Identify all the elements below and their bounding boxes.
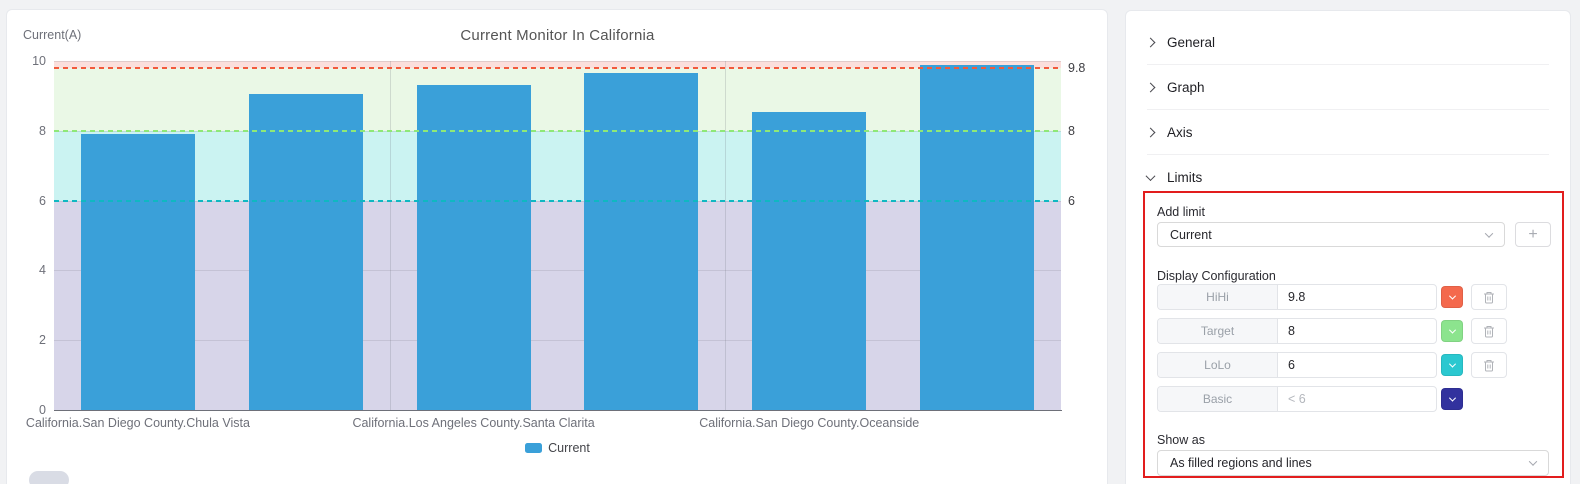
limit-value-readonly: < 6 [1288,392,1306,406]
y-tick-label: 0 [39,403,46,417]
color-swatch-button[interactable] [1441,388,1463,410]
chevron-right-icon [1145,82,1156,92]
section-general-label: General [1167,34,1216,50]
limit-select-value: Current [1170,227,1212,242]
chevron-down-icon [1448,394,1456,402]
color-swatch-button[interactable] [1441,354,1463,376]
x-axis-line [54,410,1062,411]
show-as-label: Show as [1157,433,1205,447]
chevron-right-icon [1145,37,1156,47]
delete-limit-button[interactable] [1471,284,1507,310]
x-tick-label: California.Los Angeles County.Santa Clar… [352,416,595,430]
limit-row-lolo: LoLo 6 [1157,352,1507,378]
limit-line-label-lolo: 6 [1068,193,1075,208]
section-limits-label: Limits [1167,170,1203,185]
chart-legend[interactable]: Current [54,441,1061,455]
add-limit-label: Add limit [1157,205,1205,219]
limit-band-target [54,67,1061,131]
limit-type-label: HiHi [1158,285,1278,309]
h-gridline [54,61,1061,62]
limit-value-input[interactable]: 9.8 [1288,290,1306,304]
legend-label-current: Current [548,441,590,455]
x-axis-labels: California.San Diego County.Chula Vista C… [26,416,1061,434]
chart-title: Current Monitor In California [460,27,655,44]
delete-limit-button[interactable] [1471,352,1507,378]
plus-icon: + [1528,225,1538,243]
color-swatch-button[interactable] [1441,320,1463,342]
section-limits[interactable]: Limits [1145,155,1549,200]
bar-current[interactable] [752,111,867,410]
bar-current[interactable] [584,73,699,410]
section-axis-label: Axis [1167,124,1193,140]
h-gridline [54,270,1061,272]
bar-current[interactable] [920,64,1035,410]
v-gridline [389,61,391,410]
limit-band-lolo [54,130,1061,201]
y-tick-label: 6 [39,193,46,208]
chevron-down-icon [1484,228,1494,238]
chart-card: Current(A) Current Monitor In California… [6,9,1108,484]
limit-type-label: LoLo [1158,353,1278,377]
limit-row-target: Target 8 [1157,318,1507,344]
bar-current[interactable] [248,94,363,410]
chevron-down-icon [1145,171,1156,182]
section-graph-label: Graph [1167,79,1205,95]
y-tick-label: 10 [32,54,46,68]
limit-value-input[interactable]: 8 [1288,324,1295,338]
y-axis-name: Current(A) [23,28,82,42]
settings-panel: General Graph Axis Limits Add limit Curr… [1125,10,1571,484]
x-tick-label: California.San Diego County.Oceanside [699,416,920,430]
trash-icon [1484,325,1494,337]
section-general[interactable]: General [1145,20,1549,65]
chevron-down-icon [1448,360,1456,368]
section-graph[interactable]: Graph [1145,65,1549,110]
show-as-value: As filled regions and lines [1170,456,1312,470]
chevron-down-icon [1448,292,1456,300]
limit-row-hihi: HiHi 9.8 [1157,284,1507,310]
delete-limit-button[interactable] [1471,318,1507,344]
limit-band-basic [54,200,1061,410]
y-tick-label: 2 [39,333,46,348]
v-gridline [725,61,727,410]
limit-line-label-target: 8 [1068,123,1075,138]
bar-current[interactable] [80,134,195,410]
chart-corner-toggle[interactable] [29,471,69,484]
show-as-select[interactable]: As filled regions and lines [1157,450,1549,476]
limit-type-label: Target [1158,319,1278,343]
limit-line-lolo [54,199,1061,202]
add-limit-button[interactable]: + [1515,222,1551,247]
y-tick-label: 8 [39,123,46,138]
bar-current[interactable] [416,85,531,410]
limit-line-hihi [54,66,1061,69]
x-tick-label: California.San Diego County.Chula Vista [25,416,250,430]
limit-type-label: Basic [1158,387,1278,411]
trash-icon [1484,359,1494,371]
y-tick-label: 4 [39,263,46,278]
section-axis[interactable]: Axis [1145,110,1549,155]
limit-line-label-hihi: 9.8 [1068,60,1086,75]
plot-area: 9.8 8 6 0 2 4 6 8 10 [32,54,1085,417]
display-configuration-label: Display Configuration [1157,269,1276,283]
limit-value-input[interactable]: 6 [1288,358,1295,372]
legend-marker-current [525,443,543,453]
limit-select[interactable]: Current [1157,222,1505,247]
chevron-down-icon [1528,457,1538,466]
limit-line-target [54,129,1061,132]
chevron-down-icon [1448,326,1456,334]
limit-row-basic: Basic < 6 [1157,386,1463,412]
color-swatch-button[interactable] [1441,286,1463,308]
limit-band-hihi [54,61,1061,68]
trash-icon [1484,291,1494,303]
chevron-right-icon [1145,127,1156,137]
h-gridline [54,340,1061,342]
